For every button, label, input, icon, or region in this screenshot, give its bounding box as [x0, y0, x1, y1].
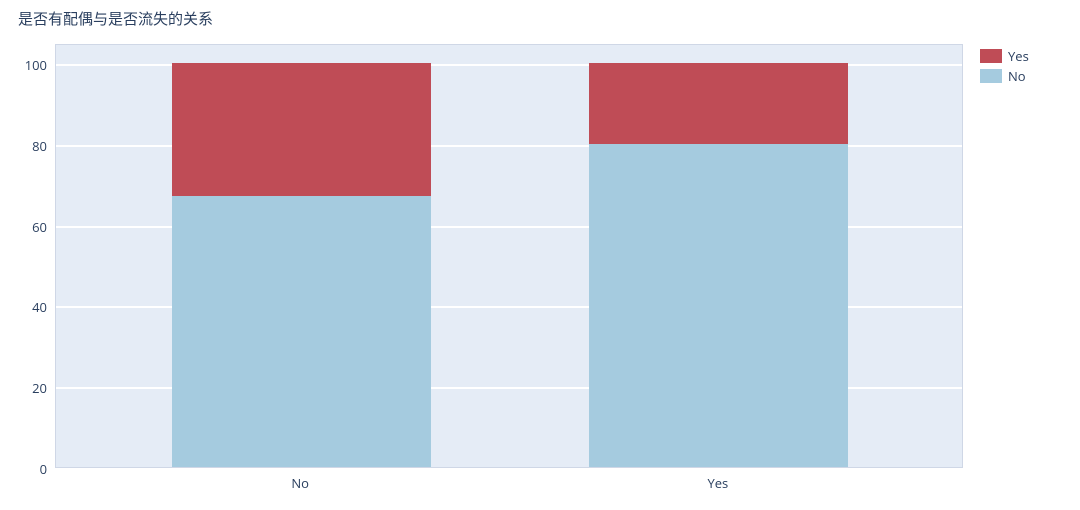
y-tick-label: 100 — [15, 56, 47, 74]
y-tick-label: 40 — [15, 298, 47, 316]
plot-area — [55, 44, 963, 468]
bar-segment — [172, 196, 431, 467]
legend-item[interactable]: Yes — [980, 46, 1029, 66]
x-tick-label: No — [250, 474, 350, 492]
legend: Yes No — [980, 46, 1029, 86]
x-tick-label: Yes — [668, 474, 768, 492]
bar-segment — [589, 63, 848, 144]
grid-line — [56, 468, 962, 470]
y-tick-label: 80 — [15, 137, 47, 155]
legend-swatch — [980, 49, 1002, 63]
legend-label: No — [1008, 67, 1026, 85]
y-tick-label: 60 — [15, 218, 47, 236]
y-tick-label: 0 — [15, 460, 47, 478]
legend-swatch — [980, 69, 1002, 83]
legend-label: Yes — [1008, 47, 1029, 65]
legend-item[interactable]: No — [980, 66, 1029, 86]
bar-segment — [589, 144, 848, 467]
chart-title: 是否有配偶与是否流失的关系 — [18, 8, 213, 29]
bar-segment — [172, 63, 431, 196]
y-tick-label: 20 — [15, 379, 47, 397]
